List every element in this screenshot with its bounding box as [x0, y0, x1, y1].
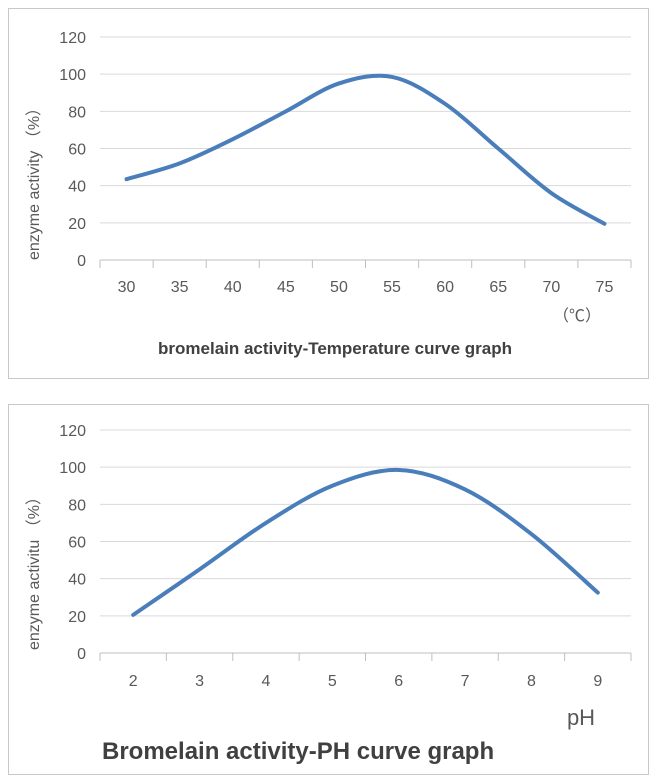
ph-y-axis-label: enzyme activitu （%）	[25, 489, 43, 650]
temperature-chart-title: bromelain activity-Temperature curve gra…	[158, 339, 512, 358]
y-tick-label: 60	[68, 535, 86, 552]
y-tick-label: 100	[59, 67, 86, 84]
series-line	[131, 467, 600, 617]
x-tick-label: 6	[394, 673, 403, 690]
x-tick-label: 30	[118, 279, 136, 296]
x-tick-label: 4	[261, 673, 270, 690]
temperature-chart: 0 20 40 60 80 100 120 30 35 40 45 50 55 60 65 70 75 enz…	[25, 30, 632, 358]
y-tick-label: 80	[68, 497, 86, 514]
x-tick-label: 65	[489, 279, 507, 296]
temperature-y-axis-label: enzyme activity （%）	[25, 100, 43, 260]
y-tick-label: 60	[68, 142, 86, 159]
x-tick-label: 40	[224, 279, 242, 296]
x-tick-label: 35	[171, 279, 189, 296]
y-tick-label: 100	[59, 460, 86, 477]
x-tick-label: 7	[461, 673, 470, 690]
ph-chart-title: Bromelain activity-PH curve graph	[102, 738, 494, 765]
y-tick-label: 120	[59, 30, 86, 47]
y-tick-label: 40	[68, 572, 86, 589]
y-tick-label: 120	[59, 423, 86, 440]
temperature-x-unit: （℃）	[553, 307, 601, 325]
ph-x-unit: pH	[567, 705, 595, 730]
x-tick-label: 5	[328, 673, 337, 690]
x-tick-label: 60	[436, 279, 454, 296]
ph-chart: 0 20 40 60 80 100 120 2 3 4 5 6 7 8 9 enzyme activitu…	[25, 423, 632, 765]
y-tick-label: 0	[77, 646, 86, 663]
x-tick-label: 9	[593, 673, 602, 690]
temperature-chart-panel: 0 20 40 60 80 100 120 30 35 40 45 50 55 60 65 70 75 enz…	[8, 8, 649, 379]
x-tick-label: 2	[129, 673, 138, 690]
y-tick-label: 40	[68, 179, 86, 196]
x-tick-label: 8	[527, 673, 536, 690]
x-tick-label: 55	[383, 279, 401, 296]
y-tick-label: 20	[68, 609, 86, 626]
x-tick-label: 70	[542, 279, 560, 296]
x-tick-label: 75	[596, 279, 614, 296]
x-tick-label: 50	[330, 279, 348, 296]
ph-chart-panel: 0 20 40 60 80 100 120 2 3 4 5 6 7 8 9 enzyme activitu…	[8, 404, 649, 775]
y-tick-label: 20	[68, 216, 86, 233]
y-tick-label: 80	[68, 104, 86, 121]
x-tick-label: 3	[195, 673, 204, 690]
series-line	[124, 73, 607, 226]
x-tick-label: 45	[277, 279, 295, 296]
y-tick-label: 0	[77, 253, 86, 270]
